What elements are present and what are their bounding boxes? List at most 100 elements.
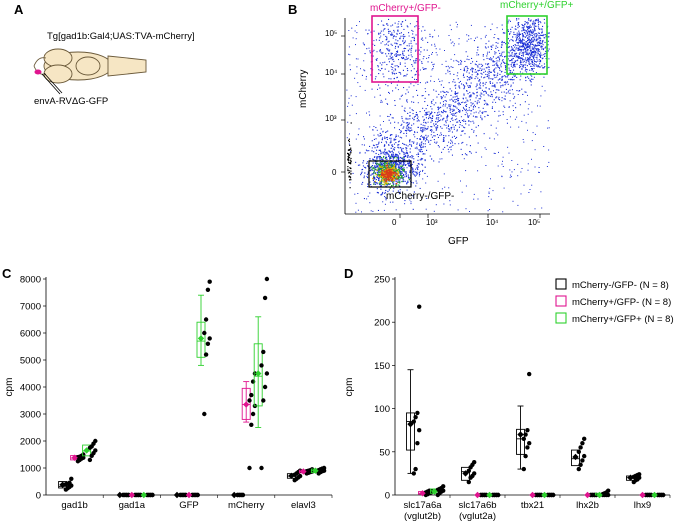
- flow-xtick-5: 10⁵: [528, 218, 541, 227]
- data-point: [578, 445, 583, 450]
- data-point: [250, 411, 256, 417]
- data-point: [496, 492, 501, 498]
- data-point: [576, 449, 581, 454]
- data-point: [262, 295, 268, 301]
- data-point: [582, 436, 587, 442]
- zebrafish-brain-illustration: [33, 48, 147, 95]
- box: [406, 412, 415, 451]
- mean-marker: [572, 453, 579, 461]
- category-label: slc17a6a: [403, 500, 442, 511]
- data-point: [413, 415, 418, 420]
- mean-marker: [584, 491, 591, 499]
- mean-marker: [197, 335, 205, 342]
- data-point: [67, 480, 72, 486]
- data-point: [93, 438, 98, 444]
- y-tick-label: 150: [374, 361, 390, 372]
- data-point: [138, 492, 143, 498]
- mean-marker: [651, 491, 658, 499]
- transgene-label: Tg[gad1b:Gal4;UAS:TVA-mCherry]: [47, 31, 195, 42]
- flow-dots: [346, 18, 550, 213]
- flow-ytick-4: 10⁴: [325, 68, 338, 77]
- data-point: [249, 392, 254, 398]
- data-point: [202, 330, 207, 336]
- chart-c: 0 1000 2000 3000 4000 5000 6000 7000 8000 cpm gad1…: [4, 275, 333, 511]
- legend-swatch: [555, 295, 567, 307]
- category-label: lhx9: [634, 500, 651, 511]
- data-point: [240, 492, 246, 498]
- data-point: [261, 349, 266, 355]
- data-point: [203, 352, 209, 357]
- box: [241, 387, 251, 420]
- gate-green: [506, 15, 548, 75]
- mean-marker: [407, 420, 414, 428]
- y-tick-label: 250: [374, 275, 390, 286]
- data-point: [207, 336, 212, 341]
- chart-d: 0 50 100 150 200 250 cpm slc17a6a(vglut2b) slc17…: [344, 275, 674, 523]
- data-point: [247, 465, 252, 471]
- data-point: [441, 484, 446, 489]
- data-point: [321, 465, 327, 471]
- mean-marker: [474, 491, 481, 499]
- data-point: [183, 492, 188, 498]
- data-point: [466, 468, 471, 474]
- category-label: (vglut2a): [459, 511, 496, 522]
- mean-marker: [128, 491, 135, 499]
- data-point: [521, 466, 526, 472]
- data-point: [484, 492, 489, 498]
- mean-marker: [255, 370, 262, 377]
- legend-swatch: [555, 278, 567, 290]
- gate-magenta: [371, 15, 419, 83]
- data-point: [259, 465, 264, 471]
- legend-label: mCherry+/GFP+ (N = 8): [572, 314, 674, 325]
- gate-label-black: mCherry-/GFP-: [386, 191, 455, 202]
- mean-marker: [231, 491, 238, 499]
- mean-marker: [486, 491, 493, 499]
- y-tick-label: 8000: [20, 275, 41, 286]
- data-point: [413, 466, 418, 472]
- data-point: [525, 445, 530, 450]
- data-point: [582, 453, 587, 459]
- box: [196, 321, 206, 358]
- y-tick-label: 200: [374, 318, 390, 329]
- flow-xlabel: GFP: [448, 236, 469, 247]
- panel-letter-a: A: [14, 2, 24, 17]
- y-tick-label: 6000: [20, 329, 41, 340]
- flow-xtick-4: 10⁴: [486, 218, 499, 227]
- y-tick-label: 2000: [20, 437, 41, 448]
- y-tick-label: 7000: [20, 302, 41, 313]
- data-point: [523, 453, 528, 459]
- data-point: [661, 492, 666, 498]
- virus-label: envA-RVΔG-GFP: [34, 96, 109, 107]
- flow-ylabel: mCherry: [298, 69, 309, 108]
- panel-letter-b: B: [288, 2, 298, 17]
- mean-marker: [71, 454, 78, 461]
- data-point: [247, 398, 252, 403]
- mean-marker: [288, 472, 295, 480]
- data-point: [202, 411, 207, 417]
- mean-marker: [185, 491, 193, 499]
- flow-ytick-5: 10⁵: [325, 29, 338, 38]
- mean-marker: [59, 481, 66, 488]
- category-label: gad1a: [119, 500, 146, 511]
- data-point: [259, 363, 264, 368]
- mean-marker: [462, 470, 469, 477]
- y-tick-label: 5000: [20, 356, 41, 367]
- data-point: [580, 440, 585, 446]
- y-axis-label: cpm: [344, 378, 355, 397]
- panel-letter-c: C: [2, 266, 12, 281]
- data-point: [637, 472, 642, 477]
- data-point: [150, 492, 155, 498]
- data-point: [539, 492, 544, 498]
- y-tick-label: 0: [36, 491, 41, 502]
- data-point: [205, 341, 211, 346]
- legend-label: mCherry+/GFP- (N = 8): [572, 297, 671, 308]
- data-point: [126, 492, 131, 498]
- data-point: [580, 458, 585, 463]
- data-point: [264, 276, 270, 282]
- flow-ytick-3: 10³: [325, 114, 337, 123]
- data-point: [415, 440, 420, 446]
- data-point: [207, 279, 212, 284]
- data-point: [417, 428, 422, 433]
- data-point: [411, 471, 416, 476]
- panel-letter-d: D: [344, 266, 354, 281]
